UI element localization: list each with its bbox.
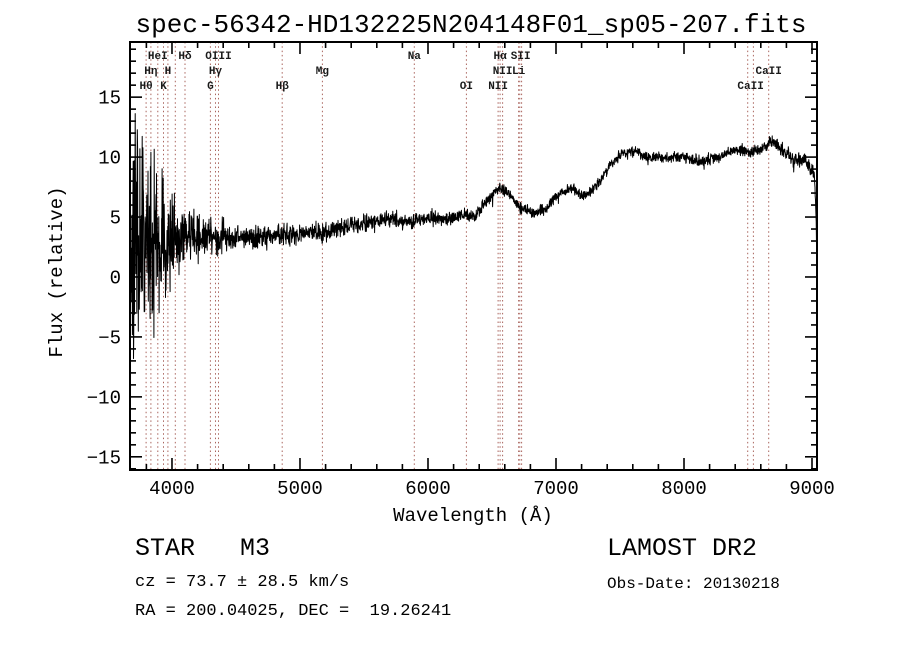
line-label: K — [160, 81, 167, 93]
line-label: Li — [512, 66, 526, 78]
obs-date-label: Obs-Date: 20130218 — [607, 575, 780, 593]
line-label: Na — [408, 51, 422, 63]
line-label: Hδ — [178, 51, 192, 63]
x-tick-label: 7000 — [533, 478, 579, 500]
line-label: CaII — [755, 66, 781, 78]
y-tick-label: 15 — [98, 88, 121, 110]
line-label: Hα — [493, 51, 507, 63]
line-label: G — [207, 81, 214, 93]
x-tick-label: 5000 — [277, 478, 323, 500]
object-class-label: STAR M3 — [135, 534, 271, 563]
y-tick-label: −15 — [87, 447, 121, 469]
line-label: Hγ — [209, 66, 223, 78]
y-tick-labels: −15 −10 −5 0 5 10 15 — [87, 88, 121, 470]
y-tick-label: −5 — [98, 327, 121, 349]
y-tick-label: −10 — [87, 387, 121, 409]
line-label: SII — [511, 51, 531, 63]
survey-label: LAMOST DR2 — [607, 534, 758, 563]
line-label: Mg — [316, 66, 329, 78]
x-axis-label: Wavelength (Å) — [393, 505, 553, 527]
line-label: H — [165, 66, 172, 78]
plot-box — [129, 41, 818, 471]
x-tick-label: 4000 — [149, 478, 195, 500]
line-label: NII — [488, 81, 508, 93]
axis-ticks — [130, 42, 817, 470]
line-label: NII — [493, 66, 513, 78]
y-tick-label: 5 — [110, 208, 121, 230]
x-tick-label: 8000 — [661, 478, 707, 500]
line-label: Hη — [144, 66, 157, 78]
cz-value: cz = 73.7 ± 28.5 km/s — [135, 573, 350, 592]
line-label: OIII — [205, 51, 231, 63]
spectrum-trace — [130, 113, 817, 360]
plot-title: spec-56342-HD132225N204148F01_sp05-207.f… — [135, 10, 807, 40]
line-label: CaII — [737, 81, 763, 93]
line-label: Hβ — [276, 81, 290, 93]
y-axis-label: Flux (relative) — [46, 186, 68, 358]
y-tick-label: 0 — [110, 267, 121, 289]
y-tick-label: 10 — [98, 148, 121, 170]
ra-dec-value: RA = 200.04025, DEC = 19.26241 — [135, 602, 452, 621]
line-label: HeI — [148, 51, 168, 63]
spectral-line-markers — [145, 42, 770, 470]
x-tick-label: 6000 — [405, 478, 451, 500]
line-label: Hθ — [139, 81, 152, 93]
x-tick-labels: 4000 5000 6000 7000 8000 9000 — [149, 478, 835, 500]
x-tick-label: 9000 — [789, 478, 835, 500]
line-label: OI — [460, 81, 473, 93]
